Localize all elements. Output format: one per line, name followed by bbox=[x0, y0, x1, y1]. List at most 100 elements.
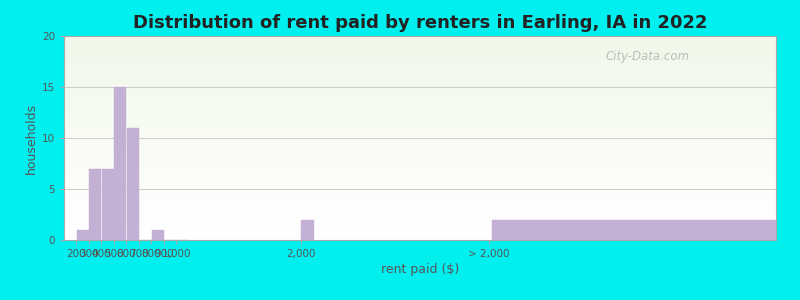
Bar bbox=[64, 173, 776, 174]
Bar bbox=[64, 210, 776, 211]
Bar bbox=[64, 121, 776, 122]
Bar bbox=[64, 231, 776, 232]
Bar bbox=[64, 134, 776, 135]
Bar bbox=[64, 66, 776, 67]
Bar bbox=[64, 36, 776, 37]
Bar bbox=[64, 72, 776, 73]
Bar bbox=[64, 197, 776, 198]
Bar bbox=[64, 178, 776, 179]
Bar bbox=[64, 154, 776, 155]
Bar bbox=[64, 57, 776, 59]
Bar bbox=[64, 225, 776, 226]
Bar bbox=[64, 43, 776, 44]
Bar bbox=[64, 74, 776, 75]
Bar bbox=[64, 182, 776, 183]
Bar bbox=[64, 174, 776, 175]
Bar bbox=[64, 37, 776, 38]
Bar bbox=[64, 100, 776, 101]
Bar bbox=[64, 120, 776, 121]
Bar bbox=[64, 166, 776, 167]
Bar bbox=[64, 156, 776, 158]
Bar bbox=[64, 193, 776, 194]
Bar bbox=[64, 169, 776, 170]
Bar bbox=[64, 158, 776, 159]
Bar bbox=[64, 124, 776, 125]
Bar bbox=[64, 126, 776, 127]
Bar bbox=[64, 151, 776, 152]
Bar bbox=[64, 186, 776, 187]
Bar bbox=[64, 81, 776, 82]
Bar bbox=[64, 152, 776, 153]
Bar bbox=[64, 205, 776, 206]
Bar bbox=[64, 208, 776, 209]
Bar bbox=[64, 97, 776, 98]
Bar bbox=[64, 206, 776, 207]
Bar bbox=[64, 201, 776, 202]
Bar bbox=[64, 181, 776, 182]
Bar bbox=[64, 149, 776, 150]
Bar bbox=[64, 169, 776, 171]
Bar bbox=[102, 169, 114, 240]
Bar bbox=[64, 148, 776, 149]
Bar bbox=[64, 219, 776, 220]
Bar bbox=[64, 86, 776, 87]
Bar bbox=[64, 195, 776, 196]
Bar bbox=[64, 52, 776, 53]
Bar bbox=[64, 184, 776, 185]
Bar bbox=[64, 163, 776, 164]
Bar bbox=[64, 159, 776, 160]
Bar bbox=[64, 207, 776, 208]
Bar bbox=[64, 192, 776, 193]
Bar bbox=[64, 150, 776, 151]
Bar bbox=[64, 131, 776, 132]
Bar bbox=[64, 67, 776, 68]
Bar bbox=[64, 196, 776, 197]
Bar bbox=[64, 95, 776, 96]
Bar bbox=[64, 187, 776, 188]
Bar bbox=[64, 92, 776, 93]
Bar bbox=[64, 85, 776, 86]
Bar bbox=[64, 70, 776, 71]
Bar bbox=[64, 49, 776, 50]
Bar bbox=[64, 48, 776, 49]
Bar bbox=[64, 141, 776, 142]
Bar bbox=[64, 136, 776, 137]
Bar bbox=[64, 73, 776, 74]
Bar bbox=[64, 189, 776, 190]
Bar bbox=[64, 222, 776, 223]
Bar bbox=[64, 50, 776, 51]
Bar bbox=[64, 144, 776, 145]
Bar bbox=[64, 39, 776, 40]
Bar bbox=[64, 204, 776, 205]
Bar bbox=[64, 218, 776, 219]
Bar bbox=[64, 133, 776, 134]
Bar bbox=[64, 80, 776, 81]
Bar bbox=[64, 153, 776, 154]
Bar bbox=[64, 164, 776, 166]
Bar bbox=[64, 140, 776, 141]
Bar bbox=[64, 98, 776, 99]
Bar bbox=[64, 233, 776, 234]
Bar bbox=[64, 220, 776, 222]
Bar bbox=[64, 47, 776, 48]
Bar bbox=[302, 220, 314, 240]
Bar bbox=[64, 160, 776, 161]
Bar bbox=[77, 230, 89, 240]
Bar bbox=[64, 107, 776, 108]
Bar bbox=[64, 217, 776, 218]
Bar bbox=[64, 200, 776, 201]
Bar bbox=[64, 183, 776, 184]
Bar bbox=[64, 202, 776, 203]
Bar bbox=[64, 75, 776, 76]
Bar bbox=[64, 191, 776, 192]
Bar bbox=[64, 198, 776, 199]
Bar bbox=[64, 127, 776, 128]
Bar bbox=[64, 62, 776, 64]
Bar bbox=[64, 104, 776, 105]
Bar bbox=[64, 103, 776, 104]
Bar bbox=[64, 237, 776, 238]
Bar bbox=[64, 54, 776, 56]
Bar bbox=[64, 87, 776, 88]
Bar bbox=[64, 113, 776, 115]
Bar bbox=[64, 41, 776, 42]
